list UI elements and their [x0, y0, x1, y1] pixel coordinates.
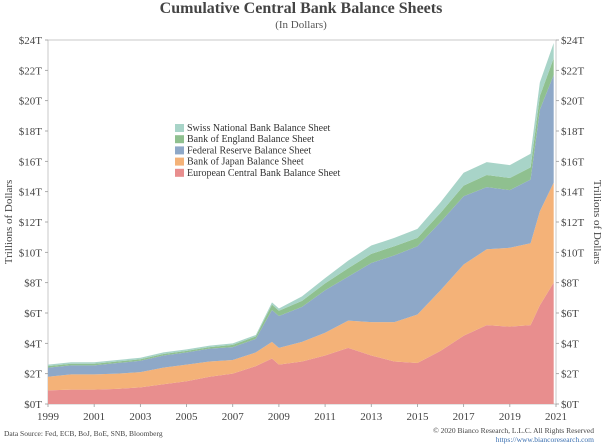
chart-title: Cumulative Central Bank Balance Sheets [159, 0, 443, 17]
x-tick-label: 2009 [268, 411, 291, 423]
copyright-text: © 2020 Bianco Research, L.L.C. All Right… [433, 426, 594, 435]
y-tick-label-left: $10T [19, 247, 43, 259]
y-tick-label-left: $4T [24, 338, 42, 350]
y-axis-label-left: Trillions of Dollars [3, 180, 15, 265]
y-tick-label-left: $2T [24, 369, 42, 381]
y-tick-label-right: $2T [561, 369, 579, 381]
y-tick-label-right: $14T [561, 187, 585, 199]
area-federal-reserve-balance-sheet [48, 74, 554, 377]
y-tick-label-right: $6T [561, 308, 579, 320]
legend-swatch-federal-reserve-balance-sheet [175, 146, 184, 155]
y-tick-label-right: $16T [561, 156, 585, 168]
chart-subtitle: (In Dollars) [275, 19, 327, 31]
y-tick-label-right: $12T [561, 217, 585, 229]
legend-swatch-bank-of-japan-balance-sheet [175, 157, 184, 166]
y-tick-label-right: $24T [561, 35, 585, 47]
copyright-note: © 2020 Bianco Research, L.L.C. All Right… [433, 426, 594, 444]
x-tick-label: 2005 [176, 411, 199, 423]
y-tick-label-left: $24T [19, 35, 43, 47]
legend-label-swiss-national-bank-balance-sheet: Swiss National Bank Balance Sheet [187, 123, 331, 134]
legend-label-bank-of-japan-balance-sheet: Bank of Japan Balance Sheet [187, 157, 304, 168]
x-tick-label: 2007 [222, 411, 245, 423]
y-tick-label-right: $8T [561, 278, 579, 290]
y-tick-label-left: $18T [19, 126, 43, 138]
area-bank-of-japan-balance-sheet [48, 182, 554, 391]
legend-label-bank-of-england-balance-sheet: Bank of England Balance Sheet [187, 134, 314, 145]
x-tick-label: 1999 [37, 411, 60, 423]
y-tick-label-right: $18T [561, 126, 585, 138]
y-tick-label-left: $0T [24, 399, 42, 411]
y-tick-label-left: $16T [19, 156, 43, 168]
legend-swatch-bank-of-england-balance-sheet [175, 135, 184, 144]
y-tick-label-left: $14T [19, 187, 43, 199]
x-tick-label: 2015 [406, 411, 429, 423]
y-tick-label-right: $0T [561, 399, 579, 411]
x-tick-label: 2003 [129, 411, 152, 423]
x-tick-label: 2013 [360, 411, 383, 423]
y-tick-label-right: $20T [561, 96, 585, 108]
area-bank-of-england-balance-sheet [48, 58, 554, 368]
y-tick-label-left: $20T [19, 96, 43, 108]
x-tick-label: 2011 [314, 411, 336, 423]
x-tick-label: 2021 [545, 411, 567, 423]
y-tick-label-left: $22T [19, 65, 43, 77]
x-tick-label: 2017 [453, 411, 476, 423]
y-tick-label-right: $22T [561, 65, 585, 77]
y-tick-label-left: $6T [24, 308, 42, 320]
legend-label-european-central-bank-balance-sheet: European Central Bank Balance Sheet [187, 168, 340, 179]
legend-swatch-european-central-bank-balance-sheet [175, 168, 184, 177]
legend-label-federal-reserve-balance-sheet: Federal Reserve Balance Sheet [187, 145, 311, 156]
legend-swatch-swiss-national-bank-balance-sheet [175, 124, 184, 132]
data-source-note: Data Source: Fed, ECB, BoJ, BoE, SNB, Bl… [4, 429, 163, 438]
y-tick-label-right: $10T [561, 247, 585, 259]
website-link[interactable]: https://www.biancoresearch.com [495, 435, 594, 444]
x-tick-label: 2019 [499, 411, 522, 423]
x-tick-label: 2001 [83, 411, 105, 423]
y-tick-label-left: $8T [24, 278, 42, 290]
y-tick-label-right: $4T [561, 338, 579, 350]
y-axis-label-right: Trillions of Dollars [591, 180, 602, 265]
y-tick-label-left: $12T [19, 217, 43, 229]
area-european-central-bank-balance-sheet [48, 282, 554, 404]
